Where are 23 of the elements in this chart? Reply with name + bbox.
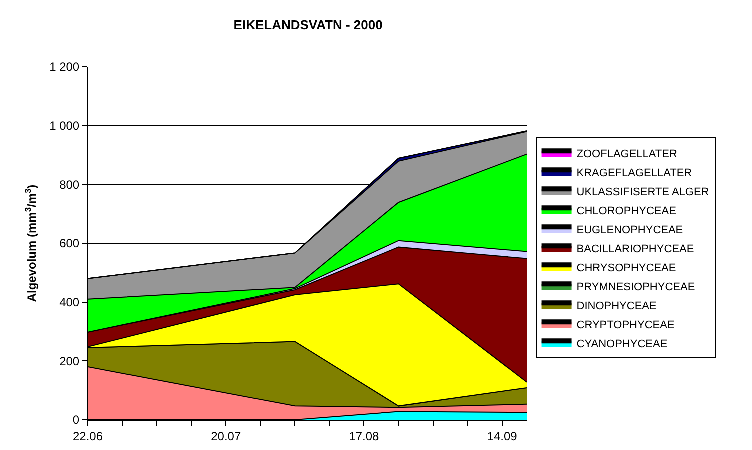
x-tick-label: 14.09: [487, 429, 518, 444]
y-tick-label: 400: [60, 296, 80, 310]
legend-label: ZOOFLAGELLATER: [576, 148, 678, 160]
legend-label: CYANOPHYCEAE: [576, 338, 668, 350]
legend-label: BACILLARIOPHYCEAE: [576, 243, 694, 256]
legend-label: PRYMNESIOPHYCEAE: [576, 281, 696, 294]
y-tick-label: 200: [60, 354, 80, 368]
legend-label: CHRYSOPHYCEAE: [576, 262, 676, 274]
x-tick-label: 22.06: [72, 429, 104, 444]
legend-label: KRAGEFLAGELLATER: [576, 167, 692, 180]
x-tick-label: 20.07: [211, 429, 242, 444]
x-tick-label: 17.08: [349, 429, 380, 444]
y-tick-label: 800: [60, 178, 80, 192]
legend-label: CRYPTOPHYCEAE: [576, 319, 675, 332]
legend-label: UKLASSIFISERTE ALGER: [576, 186, 710, 198]
y-tick-label: 600: [60, 236, 80, 251]
legend-label: EUGLENOPHYCEAE: [576, 224, 684, 236]
y-tick-label: 1 200: [50, 60, 80, 74]
legend-label: CHLOROPHYCEAE: [576, 205, 676, 218]
chart-title: EIKELANDSVATN - 2000: [234, 17, 383, 32]
y-tick-label: 1 000: [50, 119, 80, 134]
y-tick-label: 0: [72, 413, 80, 428]
legend-label: DINOPHYCEAE: [576, 300, 657, 312]
